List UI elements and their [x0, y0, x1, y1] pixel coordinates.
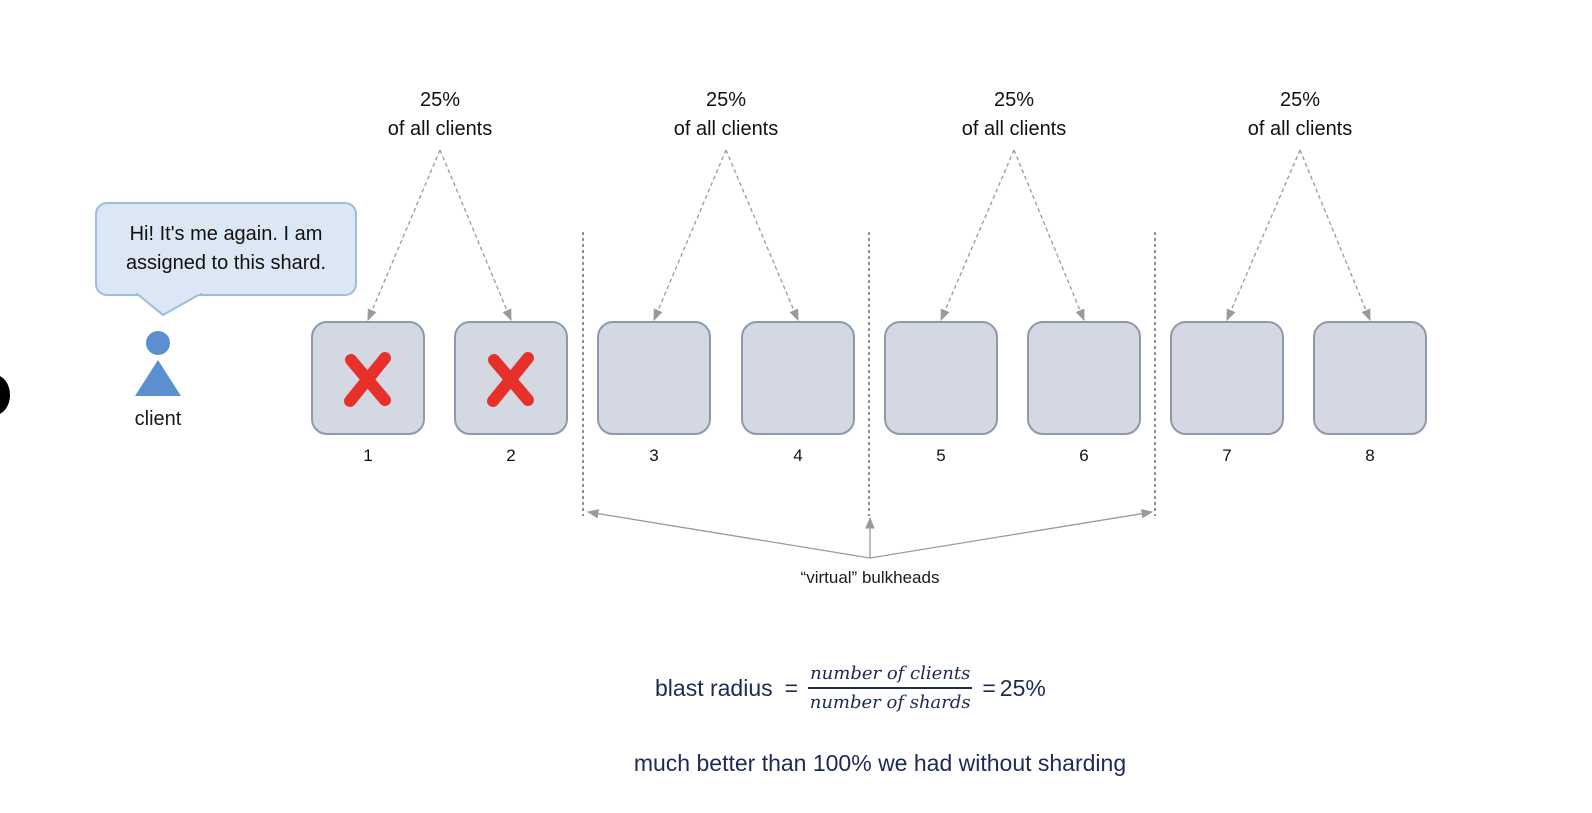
- group-arrow: [725, 149, 799, 322]
- client-person-icon: [135, 331, 181, 396]
- shard-5: [884, 321, 998, 435]
- group-arrow: [367, 149, 441, 322]
- equals-sign: =: [784, 674, 799, 701]
- formula-lhs: blast radius: [655, 674, 773, 701]
- client-speech-bubble: Hi! It's me again. I am assigned to this…: [95, 202, 357, 296]
- group-percent: 25%: [419, 89, 461, 111]
- shard-number: 7: [1222, 446, 1232, 465]
- failure-x-icon: [344, 352, 391, 407]
- fraction-denominator: number of shards: [809, 692, 971, 713]
- shard-number: 8: [1365, 446, 1375, 465]
- speech-text: Hi! It's me again. I am assigned to this…: [125, 223, 327, 274]
- shard-3: [597, 321, 711, 435]
- group-arrow: [1226, 149, 1301, 322]
- group-caption: of all clients: [673, 118, 779, 140]
- client-label: client: [134, 408, 182, 430]
- shard-number: 5: [936, 446, 946, 465]
- blast-radius-formula: blast radius = number of clients number …: [655, 660, 1046, 716]
- group-caption: of all clients: [961, 118, 1067, 140]
- group-arrow: [439, 149, 512, 322]
- group-label-4: 25% of all clients: [1200, 86, 1400, 144]
- shard-number: 3: [649, 446, 659, 465]
- bulkhead-arrow: [586, 509, 871, 559]
- failure-x-icon: [487, 352, 534, 407]
- group-arrow: [1013, 149, 1085, 322]
- group-percent: 25%: [705, 89, 747, 111]
- fraction-numerator: number of clients: [808, 663, 973, 689]
- group-percent: 25%: [1279, 89, 1321, 111]
- group-caption: of all clients: [1247, 118, 1353, 140]
- edge-cursor-dot: [0, 375, 10, 415]
- shard-2: [454, 321, 568, 435]
- shard-7: [1170, 321, 1284, 435]
- bulkhead-arrow: [869, 509, 1154, 559]
- summary-text: much better than 100% we had without sha…: [633, 750, 1127, 776]
- shard-4: [741, 321, 855, 435]
- formula-result: 25%: [999, 674, 1046, 701]
- speech-bubble-tail: [135, 293, 203, 317]
- shard-1: [311, 321, 425, 435]
- shard-number: 2: [506, 446, 516, 465]
- group-caption: of all clients: [387, 118, 493, 140]
- shard-6: [1027, 321, 1141, 435]
- group-percent: 25%: [993, 89, 1035, 111]
- group-arrow: [653, 149, 727, 322]
- equals-sign: =: [982, 674, 996, 701]
- group-label-2: 25% of all clients: [626, 86, 826, 144]
- formula-fraction: number of clients number of shards: [808, 663, 973, 713]
- shard-number: 6: [1079, 446, 1089, 465]
- group-arrow: [1299, 149, 1371, 322]
- group-label-3: 25% of all clients: [914, 86, 1114, 144]
- group-arrow: [940, 149, 1015, 322]
- group-label-1: 25% of all clients: [340, 86, 540, 144]
- shard-number: 1: [363, 446, 373, 465]
- shard-8: [1313, 321, 1427, 435]
- bulkheads-label: “virtual” bulkheads: [800, 568, 940, 587]
- shard-number: 4: [793, 446, 803, 465]
